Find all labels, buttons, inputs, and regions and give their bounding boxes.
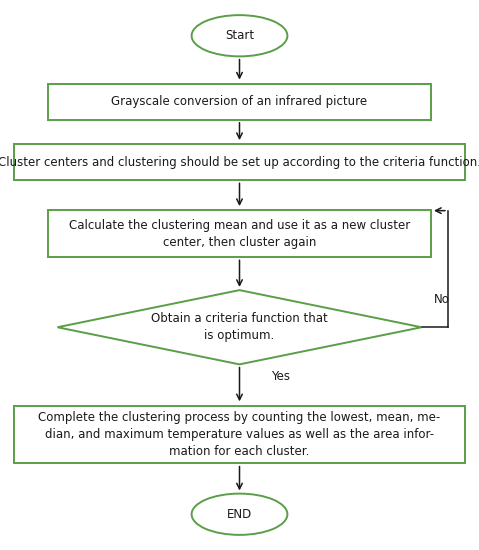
Text: Start: Start [225, 29, 254, 42]
Text: Complete the clustering process by counting the lowest, mean, me-
dian, and maxi: Complete the clustering process by count… [38, 411, 441, 458]
Text: No: No [433, 293, 449, 306]
Bar [14, 406, 465, 463]
Bar [14, 144, 465, 180]
Text: Calculate the clustering mean and use it as a new cluster
center, then cluster a: Calculate the clustering mean and use it… [69, 219, 410, 249]
Text: Cluster centers and clustering should be set up according to the criteria functi: Cluster centers and clustering should be… [0, 156, 479, 169]
Text: Obtain a criteria function that
is optimum.: Obtain a criteria function that is optim… [151, 312, 328, 342]
Ellipse shape [192, 15, 287, 57]
Ellipse shape [192, 494, 287, 535]
Text: Grayscale conversion of an infrared picture: Grayscale conversion of an infrared pict… [112, 95, 367, 108]
Bar [48, 84, 431, 120]
Bar [48, 210, 431, 257]
Polygon shape [57, 290, 422, 364]
Text: Yes: Yes [271, 370, 290, 383]
Text: END: END [227, 508, 252, 521]
